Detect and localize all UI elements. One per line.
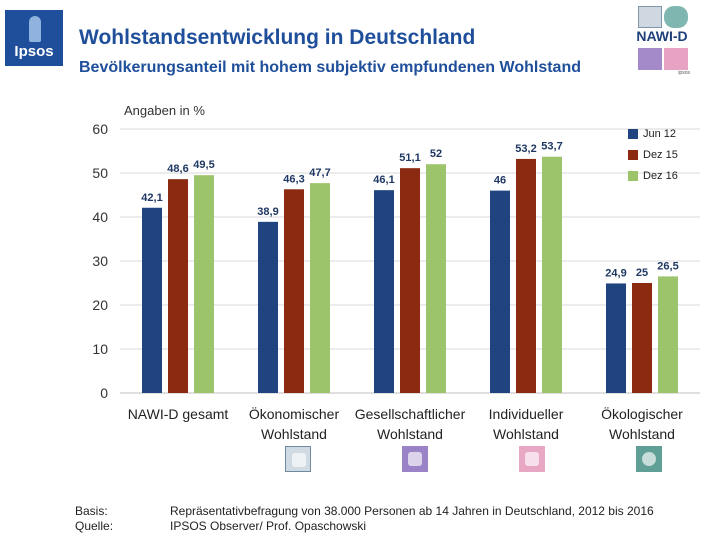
bar	[284, 189, 304, 393]
bar	[310, 183, 330, 393]
y-tick-label: 30	[92, 253, 108, 269]
bar	[632, 283, 652, 393]
source-label: Quelle:	[75, 519, 114, 533]
person-tile-icon	[664, 48, 688, 70]
nawi-logo-text: NAWI-D	[636, 28, 688, 44]
y-tick-label: 10	[92, 341, 108, 357]
bar	[542, 156, 562, 393]
x-category-label: Ökonomischer	[249, 405, 340, 422]
bar-value-label: 52	[430, 148, 442, 160]
x-category-label: Ökologischer	[601, 405, 683, 422]
ipsos-logo-text: Ipsos	[14, 43, 54, 60]
y-tick-label: 0	[100, 385, 108, 401]
bar-value-label: 46	[494, 175, 506, 187]
legend-label: Dez 15	[643, 148, 678, 161]
bar	[168, 179, 188, 393]
bar	[258, 221, 278, 393]
y-tick-label: 60	[92, 121, 108, 137]
x-category-label: Wohlstand	[377, 426, 443, 442]
legend-item-dez-15: Dez 15	[628, 144, 678, 165]
tree-icon	[636, 446, 662, 472]
bar-value-label: 25	[636, 267, 648, 279]
nawi-logo-small-text: ipsos	[678, 70, 690, 76]
ipsos-head-icon	[29, 16, 41, 42]
legend-swatch	[628, 149, 638, 160]
bar	[194, 175, 214, 393]
bar-value-label: 46,3	[283, 173, 304, 185]
bar	[426, 164, 446, 393]
y-axis-unit-label: Angaben in %	[124, 103, 205, 118]
bar-value-label: 48,6	[167, 163, 188, 175]
bar-value-label: 24,9	[605, 267, 626, 279]
x-category-label: Wohlstand	[261, 426, 327, 442]
bar-value-label: 53,7	[541, 141, 562, 153]
legend-swatch	[628, 128, 638, 139]
page-subtitle: Bevölkerungsanteil mit hohem subjektiv e…	[79, 59, 581, 76]
bar	[142, 207, 162, 393]
bar-value-label: 46,1	[373, 174, 394, 186]
x-category-label: Gesellschaftlicher	[355, 406, 466, 422]
x-category-label: NAWI-D gesamt	[128, 406, 229, 422]
bar	[606, 283, 626, 393]
legend-label: Jun 12	[643, 127, 677, 140]
legend-item-dez-16: Dez 16	[628, 165, 678, 186]
bar	[490, 190, 510, 393]
legend-label: Dez 16	[643, 169, 678, 182]
bar-value-label: 38,9	[257, 206, 278, 218]
bar-value-label: 53,2	[515, 143, 536, 155]
x-category-label: Wohlstand	[609, 426, 675, 442]
bar-value-label: 26,5	[657, 260, 678, 272]
ipsos-logo: Ipsos	[5, 10, 63, 66]
tree-tile-icon	[664, 6, 688, 28]
person-icon	[519, 446, 545, 472]
economy-icon	[285, 446, 311, 472]
bar	[658, 276, 678, 393]
y-tick-label: 50	[92, 165, 108, 181]
chart-legend: Jun 12 Dez 15 Dez 16	[628, 123, 678, 186]
legend-swatch	[628, 170, 638, 181]
x-category-label: Individueller	[489, 406, 564, 422]
bar	[516, 158, 536, 393]
basis-label: Basis:	[75, 504, 108, 518]
y-tick-label: 20	[92, 297, 108, 313]
source-text: IPSOS Observer/ Prof. Opaschowski	[170, 519, 367, 533]
bar-value-label: 47,7	[309, 167, 330, 179]
bar	[400, 168, 420, 393]
bar-value-label: 51,1	[399, 152, 420, 164]
x-category-label: Wohlstand	[493, 426, 559, 442]
y-tick-label: 40	[92, 209, 108, 225]
basis-text: Repräsentativbefragung von 38.000 Person…	[170, 504, 654, 518]
economy-tile-icon	[638, 6, 662, 28]
bar	[374, 190, 394, 393]
bar-value-label: 42,1	[141, 192, 162, 204]
society-tile-icon	[638, 48, 662, 70]
nawi-d-logo: NAWI-D ipsos	[632, 4, 692, 76]
page-title: Wohlstandsentwicklung in Deutschland	[79, 26, 476, 49]
society-icon	[402, 446, 428, 472]
bar-value-label: 49,5	[193, 159, 214, 171]
legend-item-jun-12: Jun 12	[628, 123, 678, 144]
